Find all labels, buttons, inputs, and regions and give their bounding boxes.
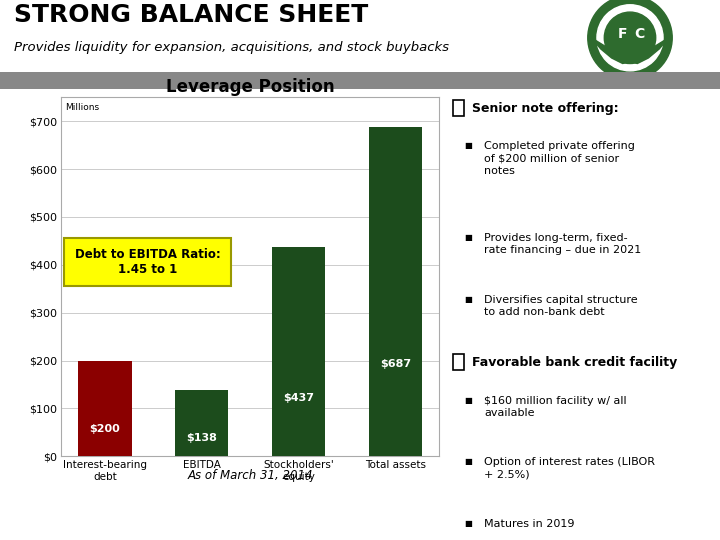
- Circle shape: [604, 12, 656, 64]
- Text: Favorable bank credit facility: Favorable bank credit facility: [472, 356, 678, 369]
- Text: Diversifies capital structure
to add non-bank debt: Diversifies capital structure to add non…: [484, 294, 638, 317]
- Bar: [369, 127, 422, 456]
- Title: Leverage Position: Leverage Position: [166, 78, 335, 96]
- Circle shape: [597, 5, 663, 71]
- Text: $200: $200: [89, 424, 120, 435]
- Text: F: F: [618, 27, 627, 41]
- Text: $138: $138: [186, 433, 217, 443]
- Text: ■: ■: [464, 457, 472, 467]
- Bar: [453, 100, 464, 116]
- Text: Matures in 2019: Matures in 2019: [484, 519, 575, 529]
- Text: Completed private offering
of $200 million of senior
notes: Completed private offering of $200 milli…: [484, 141, 635, 176]
- Bar: [175, 390, 228, 456]
- FancyBboxPatch shape: [64, 239, 231, 286]
- Text: Option of interest rates (LIBOR
+ 2.5%): Option of interest rates (LIBOR + 2.5%): [484, 457, 655, 480]
- Text: $687: $687: [380, 359, 411, 369]
- Text: STRONG BALANCE SHEET: STRONG BALANCE SHEET: [14, 3, 369, 26]
- Text: ■: ■: [464, 519, 472, 528]
- Text: $437: $437: [283, 393, 314, 403]
- Text: Debt to EBITDA Ratio:
1.45 to 1: Debt to EBITDA Ratio: 1.45 to 1: [75, 248, 220, 276]
- Text: ■: ■: [464, 141, 472, 151]
- Text: Provides long-term, fixed-
rate financing – due in 2021: Provides long-term, fixed- rate financin…: [484, 233, 642, 255]
- Circle shape: [588, 0, 672, 80]
- Bar: [272, 247, 325, 456]
- Text: Provides liquidity for expansion, acquisitions, and stock buybacks: Provides liquidity for expansion, acquis…: [14, 42, 449, 55]
- Text: ■: ■: [464, 294, 472, 303]
- Text: C: C: [634, 27, 644, 41]
- Bar: [78, 361, 132, 456]
- Text: ■: ■: [464, 233, 472, 242]
- Text: As of March 31, 2014: As of March 31, 2014: [187, 469, 313, 482]
- Text: $160 million facility w/ all
available: $160 million facility w/ all available: [484, 396, 627, 418]
- Text: Millions: Millions: [65, 103, 99, 112]
- Text: ■: ■: [464, 396, 472, 404]
- Polygon shape: [591, 38, 669, 64]
- Text: Senior note offering:: Senior note offering:: [472, 102, 619, 116]
- Bar: [453, 354, 464, 370]
